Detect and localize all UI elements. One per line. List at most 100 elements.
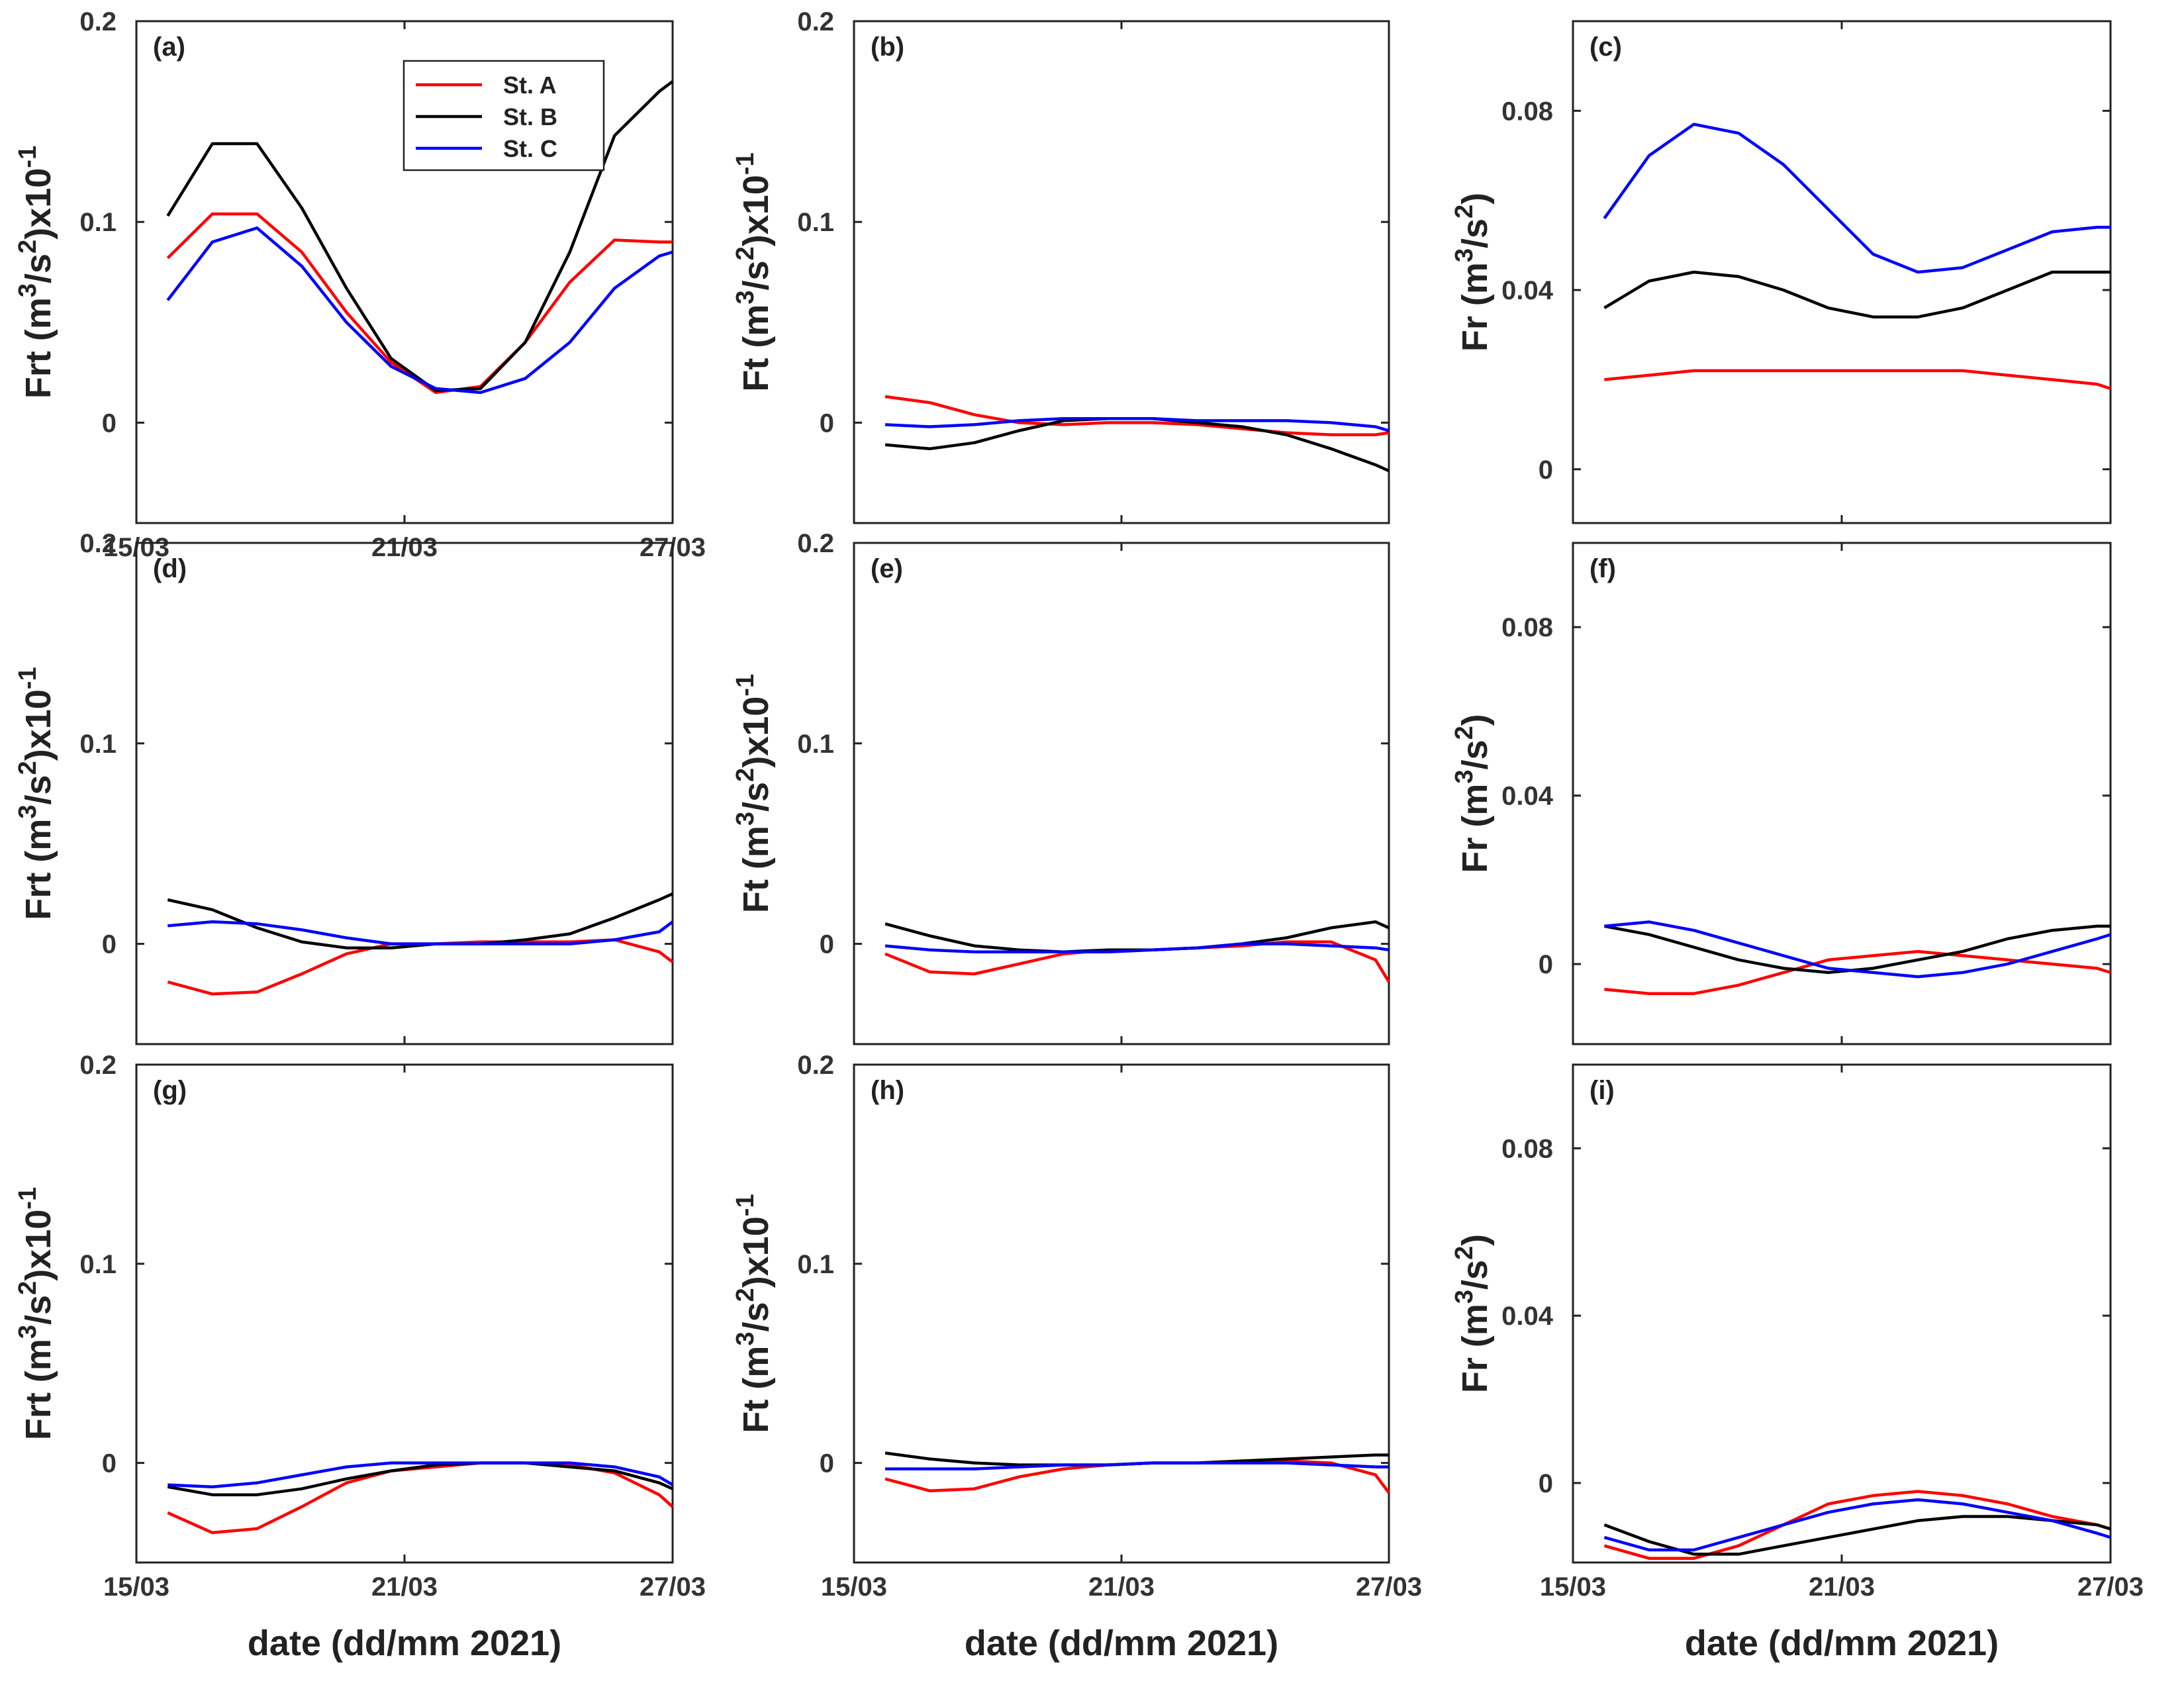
y-tick-label: 0.1 [797, 208, 834, 237]
x-axis-label-col2: date (dd/mm 2021) [965, 1623, 1278, 1663]
y-label-text: Frt (m [19, 297, 58, 399]
y-tick-label: 0 [820, 1449, 834, 1478]
y-label-superscript: 3 [1450, 248, 1478, 262]
panel-label: (g) [153, 1076, 187, 1105]
y-label-superscript: 3 [1450, 1290, 1478, 1304]
panel-label: (c) [1590, 32, 1622, 62]
x-tick-label: 21/03 [1809, 1572, 1875, 1602]
y-tick-label: 0 [102, 1449, 117, 1478]
y-label-text: /s [1455, 740, 1495, 769]
panel-label: (f) [1590, 554, 1616, 583]
series-line-stc [884, 942, 1390, 953]
panel-c: 0 0.04 0.08 (c) Fr (m3/s2) [1450, 20, 2112, 524]
panel-i: 0 0.04 0.08 15/03 21/03 27/03 (i) Fr (m3/s2) [1450, 1063, 2144, 1602]
panel-label: (e) [871, 554, 903, 583]
panel-h: 0 0.1 0.2 15/03 21/03 27/03 (h) Ft (m3/s2)x10-1 [732, 1051, 1422, 1602]
x-tick-label: 27/03 [2077, 1572, 2144, 1602]
y-tick-label: 0.2 [797, 1051, 834, 1080]
x-tick-label: 27/03 [1356, 1572, 1422, 1602]
y-label-superscript: -1 [732, 1194, 759, 1216]
y-label-text: Fr (m [1455, 262, 1495, 352]
y-label-superscript: 2 [1450, 726, 1478, 740]
series-line-sta [884, 395, 1390, 436]
y-axis-label: Frt (m3/s2)x10-1 [14, 1187, 58, 1440]
y-tick-label: 0.1 [79, 208, 117, 237]
y-axis-label: Fr (m3/s2) [1450, 1234, 1495, 1393]
y-tick-label: 0.1 [79, 730, 117, 759]
y-label-superscript: 2 [732, 768, 759, 782]
y-label-text: ) [1455, 1234, 1495, 1246]
y-tick-label: 0.2 [797, 529, 834, 558]
y-tick-label: 0.1 [797, 1250, 834, 1279]
y-label-text: /s [1455, 1260, 1495, 1290]
series-line-stb [1603, 924, 2111, 975]
y-tick-label: 0.08 [1501, 1134, 1553, 1163]
y-tick-label: 0.04 [1501, 1302, 1554, 1331]
y-tick-label: 0.1 [797, 730, 834, 759]
y-axis-label: Ft (m3/s2)x10-1 [732, 152, 776, 391]
y-label-superscript: 3 [732, 1331, 759, 1345]
y-axis-label: Ft (m3/s2)x10-1 [732, 674, 776, 913]
y-label-text: Ft (m [736, 305, 776, 392]
y-axis-label: Ft (m3/s2)x10-1 [732, 1194, 776, 1433]
y-axis-label: Frt (m3/s2)x10-1 [14, 667, 58, 920]
y-label-text: )x10 [19, 1210, 58, 1281]
y-label-text: /s [1455, 218, 1495, 248]
y-label-superscript: 2 [732, 246, 759, 260]
y-tick-label: 0 [1539, 456, 1553, 485]
y-axis-label: Fr (m3/s2) [1450, 193, 1495, 352]
y-label-superscript: 2 [1450, 1246, 1478, 1260]
y-tick-label: 0 [820, 409, 834, 438]
y-label-superscript: -1 [14, 146, 42, 168]
y-label-text: )x10 [19, 168, 58, 240]
y-label-superscript: -1 [732, 674, 759, 697]
y-label-text: /s [736, 1302, 776, 1331]
panel-label: (d) [153, 554, 187, 583]
series-line-sta [1604, 949, 2111, 995]
y-label-text: Fr (m [1455, 784, 1495, 873]
x-tick-label: 15/03 [103, 1572, 169, 1602]
legend: St. A St. B St. C [403, 60, 605, 171]
y-tick-label: 0.08 [1501, 97, 1553, 126]
y-tick-label: 0 [820, 930, 834, 959]
y-label-text: Ft (m [736, 1346, 776, 1433]
y-label-superscript: -1 [732, 152, 759, 175]
y-label-text: Fr (m [1455, 1304, 1495, 1393]
series-line-stb [1603, 270, 2111, 318]
y-label-text: /s [736, 782, 776, 812]
y-tick-label: 0 [102, 930, 117, 959]
y-label-text: ) [1455, 714, 1495, 726]
y-label-superscript: 3 [14, 804, 42, 818]
y-label-text: Ft (m [736, 826, 776, 913]
y-label-superscript: 2 [14, 761, 42, 775]
series-line-stb [166, 80, 674, 393]
y-label-superscript: 2 [732, 1288, 759, 1302]
y-tick-label: 0 [1539, 1469, 1553, 1498]
y-tick-label: 0.04 [1501, 276, 1554, 305]
x-axis-label-col3: date (dd/mm 2021) [1685, 1623, 1999, 1663]
panel-e: 0 0.1 0.2 (e) Ft (m3/s2)x10-1 [732, 529, 1390, 1045]
y-label-text: Frt (m [19, 1339, 58, 1440]
series-line-sta [167, 1461, 674, 1535]
series-line-stc [167, 1461, 674, 1488]
y-label-superscript: 2 [14, 1281, 42, 1295]
y-label-text: )x10 [736, 175, 776, 246]
series-line-stc [1604, 920, 2111, 979]
legend-label: St. B [503, 103, 557, 130]
panel-label: (i) [1590, 1076, 1615, 1105]
y-label-superscript: 3 [732, 290, 759, 304]
y-label-superscript: 3 [14, 283, 42, 297]
y-label-superscript: -1 [14, 1187, 42, 1210]
y-label-text: )x10 [736, 697, 776, 768]
y-label-text: /s [19, 1295, 58, 1325]
y-label-text: /s [736, 260, 776, 290]
x-tick-label: 21/03 [371, 1572, 438, 1602]
series-line-stc [166, 226, 673, 395]
y-tick-label: 0.04 [1501, 782, 1554, 811]
series-line-stc [1603, 1498, 2111, 1552]
y-tick-label: 0 [102, 409, 117, 438]
x-tick-label: 15/03 [1540, 1572, 1606, 1602]
panel-f: 0 0.04 0.08 (f) Fr (m3/s2) [1450, 542, 2112, 1045]
series-line-stc [167, 920, 674, 945]
